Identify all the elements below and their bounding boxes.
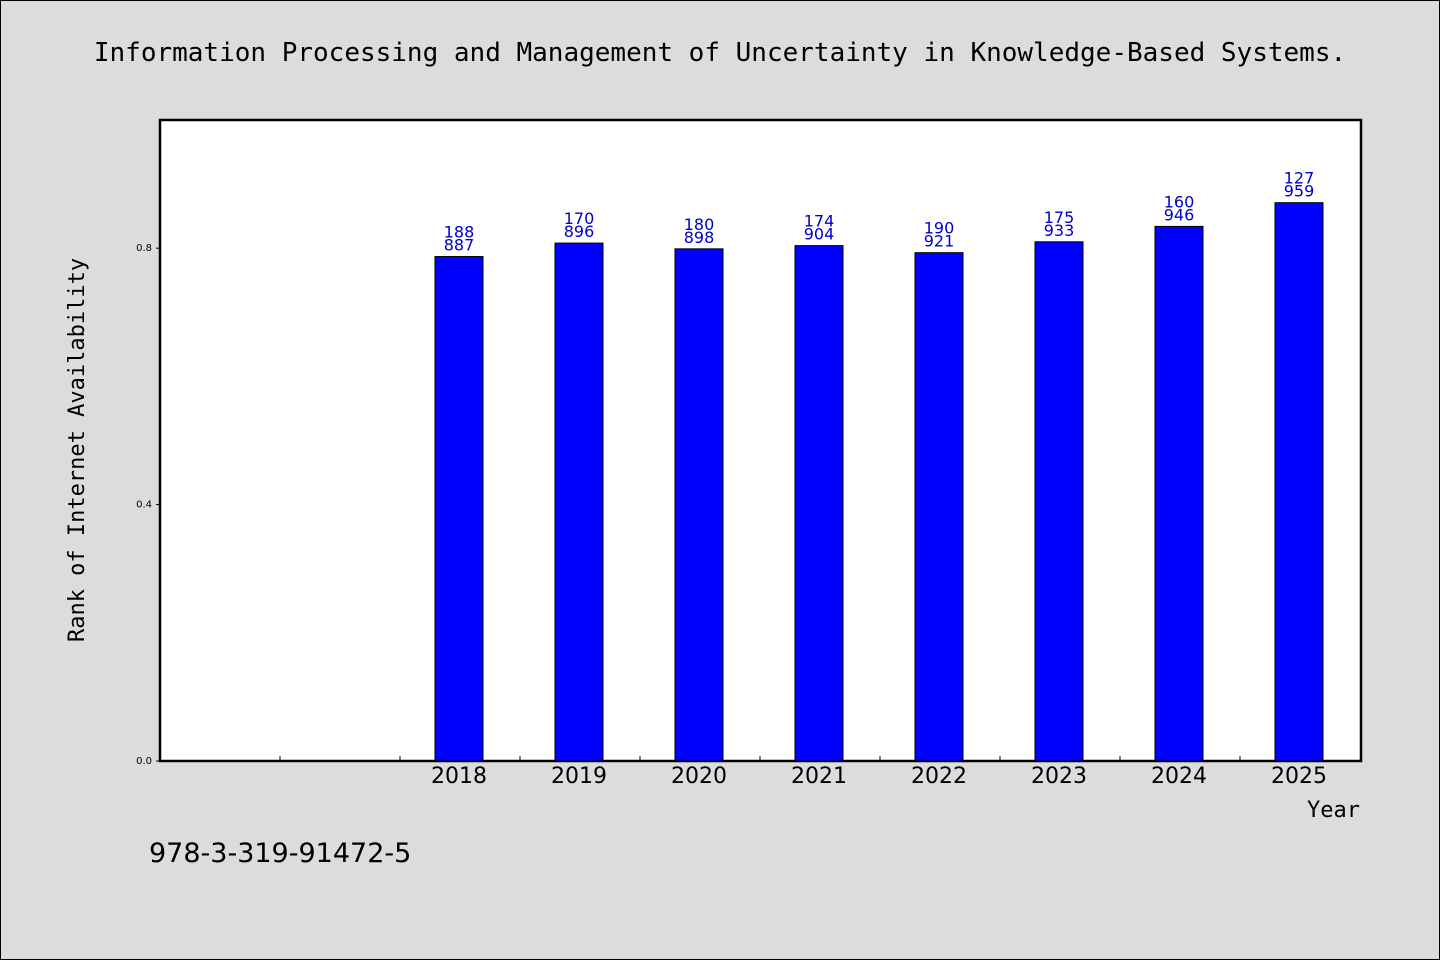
- bar-data-label-top: 180: [684, 215, 715, 234]
- bar-data-label-bottom: 904: [804, 225, 835, 244]
- y-tick-label: 0.4: [136, 500, 152, 511]
- x-tick-label: 2020: [671, 764, 727, 789]
- bar-data-label-top: 170: [564, 209, 595, 228]
- bar-2018: [434, 256, 484, 762]
- x-axis: 2018 2019 2020 2021 2022 2023 2024 2025: [279, 756, 1327, 789]
- footnote-isbn: 978-3-319-91472-5: [149, 838, 411, 869]
- bar-data-label-bottom: 921: [924, 232, 955, 251]
- bar-data-label-bottom: 898: [684, 228, 715, 247]
- bar-2021: [794, 245, 844, 762]
- bar-2020: [674, 248, 724, 762]
- bar-data-label-bottom: 946: [1164, 205, 1195, 224]
- bar-data-label-top: 160: [1164, 192, 1195, 211]
- x-tick-label: 2024: [1151, 764, 1207, 789]
- bar-data-label-bottom: 896: [564, 222, 595, 241]
- y-tick-label: 0.8: [136, 243, 152, 254]
- bar-data-label-top: 190: [924, 219, 955, 238]
- bar-data-label-top: 175: [1044, 208, 1075, 227]
- bar-data-label-top: 127: [1284, 169, 1315, 188]
- x-tick-label: 2025: [1271, 764, 1327, 789]
- bar-2024: [1154, 225, 1204, 762]
- y-axis: 0.0 0.4 0.8: [136, 243, 160, 767]
- chart-title: Information Processing and Management of…: [94, 38, 1346, 68]
- x-tick-label: 2021: [791, 764, 847, 789]
- bar-data-label-top: 174: [804, 212, 835, 231]
- x-axis-label: Year: [1307, 798, 1360, 823]
- bar-2019: [554, 242, 604, 762]
- x-tick-label: 2019: [551, 764, 607, 789]
- y-axis-label: Rank of Internet Availability: [65, 258, 90, 642]
- x-tick-label: 2022: [911, 764, 967, 789]
- bar-data-label-top: 188: [444, 223, 475, 242]
- y-tick-label: 0.0: [136, 756, 152, 767]
- bar-2023: [1034, 241, 1084, 762]
- bar-2025: [1274, 202, 1324, 762]
- x-tick-label: 2023: [1031, 764, 1087, 789]
- bar-2022: [914, 252, 964, 762]
- bar-data-label-bottom: 933: [1044, 221, 1075, 240]
- bars-group: [434, 202, 1324, 762]
- x-tick-label: 2018: [431, 764, 487, 789]
- bar-data-label-bottom: 959: [1284, 182, 1315, 201]
- bar-data-label-bottom: 887: [444, 236, 475, 255]
